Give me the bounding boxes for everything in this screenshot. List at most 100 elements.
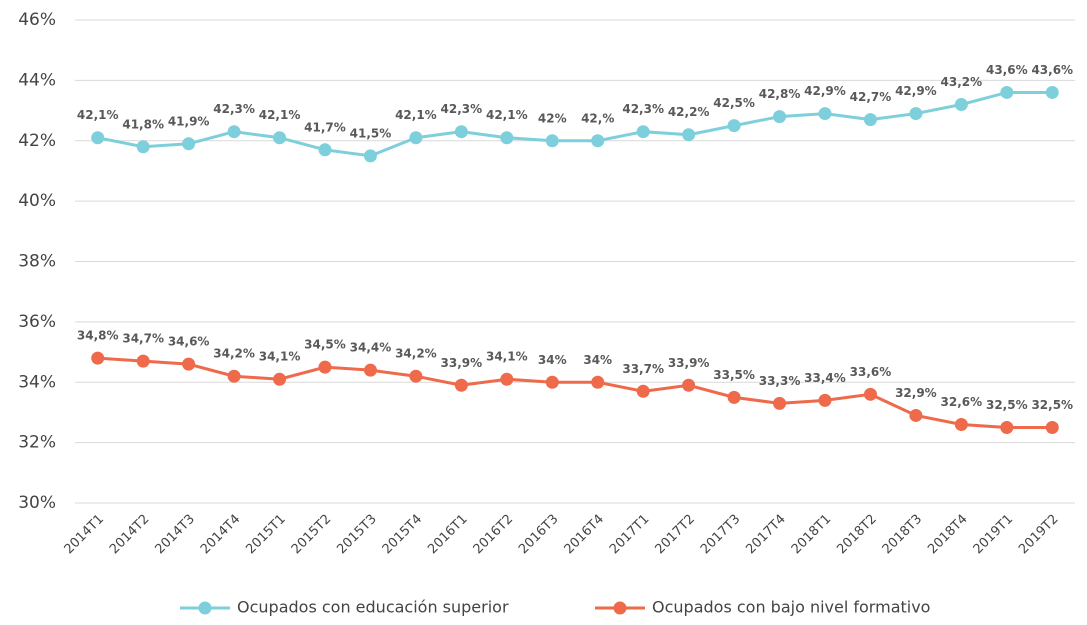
data-label: 42%: [538, 111, 567, 125]
y-tick-label: 34%: [18, 372, 56, 392]
data-point: [182, 357, 196, 371]
data-point: [500, 131, 514, 145]
data-point: [1000, 421, 1014, 435]
data-label: 43,6%: [1031, 63, 1073, 77]
data-point: [954, 418, 968, 432]
data-label: 41,8%: [122, 117, 164, 131]
data-point: [636, 384, 650, 398]
data-label: 34,2%: [395, 347, 437, 361]
legend-swatch: [198, 601, 212, 615]
x-tick-label: 2016T4: [562, 512, 607, 557]
data-point: [818, 107, 832, 121]
data-label: 34,1%: [259, 350, 301, 364]
data-point: [591, 134, 605, 148]
data-label: 32,6%: [941, 395, 983, 409]
data-label: 42,1%: [486, 108, 528, 122]
data-label: 34%: [583, 353, 612, 367]
data-point: [182, 137, 196, 151]
data-label: 41,7%: [304, 120, 346, 134]
data-point: [545, 375, 559, 389]
data-point: [682, 378, 696, 392]
data-point: [273, 372, 287, 386]
data-label: 34,2%: [213, 347, 255, 361]
data-label: 42,1%: [395, 108, 437, 122]
data-point: [954, 98, 968, 112]
data-point: [863, 113, 877, 127]
data-point: [727, 390, 741, 404]
data-label: 33,3%: [759, 374, 801, 388]
data-label: 42,9%: [895, 84, 937, 98]
data-point: [454, 378, 468, 392]
data-point: [863, 387, 877, 401]
data-label: 34,7%: [122, 332, 164, 346]
data-point: [91, 131, 105, 145]
x-tick-label: 2016T1: [425, 512, 470, 557]
x-tick-label: 2014T4: [198, 512, 243, 557]
data-point: [909, 107, 923, 121]
data-point: [318, 143, 332, 157]
legend-label: Ocupados con bajo nivel formativo: [652, 598, 930, 617]
data-label: 43,2%: [941, 75, 983, 89]
data-point: [591, 375, 605, 389]
data-label: 42,%: [581, 111, 614, 125]
x-tick-label: 2017T3: [698, 512, 743, 557]
data-point: [318, 360, 332, 374]
data-label: 41,9%: [168, 114, 210, 128]
data-label: 33,6%: [850, 365, 892, 379]
y-tick-label: 44%: [18, 70, 56, 90]
legend-label: Ocupados con educación superior: [237, 598, 509, 617]
y-tick-label: 40%: [18, 191, 56, 211]
x-tick-label: 2015T2: [289, 512, 334, 557]
data-point: [682, 128, 696, 142]
x-tick-label: 2019T1: [971, 512, 1016, 557]
data-label: 42,3%: [213, 102, 255, 116]
data-point: [273, 131, 287, 145]
x-tick-label: 2015T4: [380, 512, 425, 557]
data-point: [91, 351, 105, 365]
data-label: 33,5%: [713, 368, 755, 382]
legend-swatch: [613, 601, 627, 615]
data-label: 42,3%: [441, 102, 483, 116]
data-label: 34,4%: [350, 341, 392, 355]
data-point: [773, 110, 787, 124]
y-tick-label: 42%: [18, 131, 56, 151]
data-point: [909, 408, 923, 422]
y-tick-label: 38%: [18, 252, 56, 272]
data-label: 32,9%: [895, 386, 937, 400]
x-tick-label: 2014T1: [62, 512, 107, 557]
x-tick-label: 2017T1: [607, 512, 652, 557]
data-point: [136, 140, 150, 154]
data-label: 42,8%: [759, 87, 801, 101]
x-tick-label: 2014T2: [107, 512, 152, 557]
data-label: 42,7%: [850, 90, 892, 104]
data-point: [227, 125, 241, 139]
x-tick-label: 2019T2: [1016, 512, 1061, 557]
data-label: 34,1%: [486, 350, 528, 364]
data-label: 33,9%: [668, 356, 710, 370]
data-point: [227, 369, 241, 383]
x-tick-label: 2015T1: [243, 512, 288, 557]
data-label: 34%: [538, 353, 567, 367]
data-point: [773, 396, 787, 410]
data-point: [454, 125, 468, 139]
y-tick-label: 32%: [18, 433, 56, 453]
series-line: [97, 356, 1053, 430]
data-label: 41,5%: [350, 126, 392, 140]
data-label: 42,1%: [77, 108, 119, 122]
x-tick-label: 2014T3: [152, 512, 197, 557]
data-point: [409, 131, 423, 145]
data-point: [409, 369, 423, 383]
data-label: 34,5%: [304, 338, 346, 352]
x-tick-label: 2017T4: [743, 512, 788, 557]
data-point: [363, 363, 377, 377]
data-label: 32,5%: [1031, 398, 1073, 412]
data-point: [727, 119, 741, 133]
data-label: 43,6%: [986, 63, 1028, 77]
y-tick-label: 36%: [18, 312, 56, 332]
x-tick-label: 2017T2: [652, 512, 697, 557]
series-line: [97, 90, 1053, 158]
data-point: [636, 125, 650, 139]
data-label: 34,6%: [168, 335, 210, 349]
x-tick-label: 2018T3: [880, 512, 925, 557]
